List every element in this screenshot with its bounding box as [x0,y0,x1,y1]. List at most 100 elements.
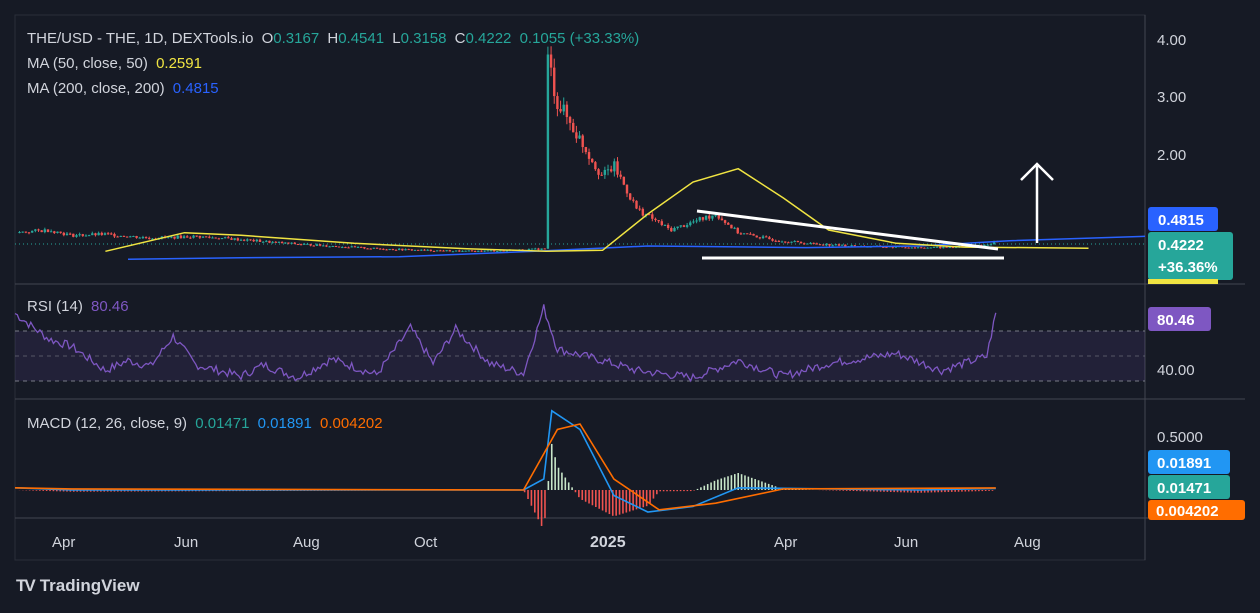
candle-body [363,247,366,249]
candle-body [685,225,689,227]
candle-body [211,237,214,239]
candle-body [641,208,645,216]
candle-body [613,161,616,172]
candle-body [62,232,66,236]
candle-body [347,247,350,249]
candle-body [695,220,698,222]
candle-body [594,162,597,170]
macd-legend[interactable]: MACD (12, 26, close, 9) 0.01471 0.01891 … [27,415,387,432]
candle-body [265,240,268,242]
candle-body [242,239,246,241]
candle-body [761,236,765,239]
macd-value: 0.01471 [195,415,250,432]
candle-body [923,247,926,249]
candle-body [208,236,211,238]
candle-body [840,244,844,246]
candle-body [37,229,40,231]
candle-body [916,247,920,249]
candle-body [315,244,319,246]
candle-body [831,245,834,247]
tradingview-icon: TV [16,576,36,595]
candle-body [223,237,227,239]
candle-body [78,234,81,236]
candle-body [935,246,939,248]
candle-body [704,215,708,220]
candle-body [141,237,145,239]
ma200-value: 0.4815 [172,80,219,97]
candle-body [461,250,464,252]
signal-badge-text: 0.01891 [1157,455,1211,472]
time-tick-apr: Apr [52,534,75,551]
candle-body [382,248,385,250]
candle-body [676,226,679,229]
candle-body [404,249,407,251]
candle-body [173,236,176,239]
time-tick-jun-2025: Jun [894,534,918,551]
candle-body [926,247,929,249]
candle-body [423,249,426,251]
candle-body [568,117,572,123]
candle-body [581,135,584,148]
candle-body [692,221,695,223]
candle-body [701,217,705,220]
rsi-legend[interactable]: RSI (14) 80.46 [27,298,133,315]
candle-body [689,222,692,226]
candle-body [698,217,701,221]
candle-body [91,233,94,236]
candle-body [122,235,126,237]
candle-body [170,236,173,238]
tradingview-logo[interactable]: TV TradingView [16,576,140,596]
candle-body [527,248,531,251]
candle-body [148,237,151,239]
candle-body [837,244,841,246]
candle-body [578,135,581,139]
candle-body [306,243,309,245]
candle-body [828,243,831,246]
candle-body [714,215,717,217]
signal-value: 0.01891 [257,415,312,432]
candle-body [420,249,423,251]
candle-body [951,247,955,249]
symbol-legend[interactable]: THE/USD - THE, 1D, DEXTools.io O0.3167 H… [27,30,643,47]
candle-body [818,244,822,246]
candle-body [894,246,898,248]
candle-body [480,250,483,252]
candle-body [470,250,474,252]
candle-body [43,229,47,233]
candle-body [632,199,635,201]
candle-body [492,250,496,252]
candle-body [543,248,546,250]
candle-body [553,67,556,97]
candle-body [774,240,777,242]
candle-body [344,247,347,249]
candle-body [711,215,714,219]
candle-body [21,231,24,233]
candle-body [46,229,50,232]
ma50-legend[interactable]: MA (50, close, 50) 0.2591 [27,55,206,72]
candle-body [53,231,56,234]
ma200-legend[interactable]: MA (200, close, 200) 0.4815 [27,80,223,97]
candle-body [249,239,252,241]
candle-body [375,247,379,249]
candle-body [780,241,784,243]
rsi-tick-40: 40.00 [1157,362,1195,379]
candle-body [195,235,198,237]
candle-body [559,108,562,112]
candle-body [989,244,993,246]
candle-body [499,250,502,252]
candle-body [334,245,338,247]
candle-body [439,250,442,252]
last-price-badge [1148,232,1233,280]
candle-body [129,236,132,238]
candle-body [68,233,72,235]
macd-badge [1148,475,1230,499]
macd-tick: 0.5000 [1157,429,1203,446]
candle-body [597,169,600,175]
candle-body [186,236,189,238]
candle-body [777,241,781,243]
candle-body [654,218,657,221]
candle-body [299,244,303,246]
candle-body [75,235,78,237]
ma200-label: MA (200, close, 200) [27,80,165,97]
